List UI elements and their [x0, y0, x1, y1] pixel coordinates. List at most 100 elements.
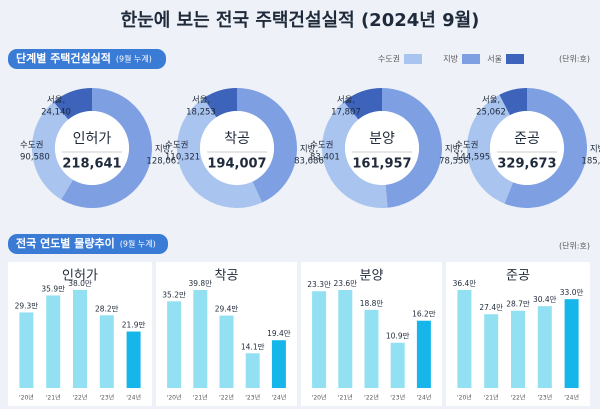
donut-segment — [322, 88, 388, 208]
donut-segment — [499, 88, 527, 116]
donut-segment — [237, 88, 298, 203]
donut-center — [200, 111, 274, 185]
x-tick-label: '20년 — [167, 394, 182, 402]
x-tick-label: '22년 — [219, 394, 234, 402]
donut-title: 분양 — [369, 131, 395, 147]
segment-value: 110,321 — [165, 153, 200, 163]
x-tick-label: '21년 — [338, 394, 353, 402]
x-tick-label: '22년 — [73, 394, 88, 402]
panel-title: 착공 — [215, 269, 239, 284]
segment-value: 128,061 — [146, 157, 181, 167]
segment-name: 서울, — [337, 96, 355, 106]
segment-name: 지방, — [445, 144, 463, 155]
value-label: 38.0만 — [68, 279, 92, 288]
bar — [245, 353, 260, 388]
section-header-bg — [8, 234, 168, 254]
bar — [364, 309, 379, 388]
x-tick-label: '22년 — [511, 394, 526, 402]
segment-value: 24,140 — [41, 108, 71, 118]
x-tick-label: '21년 — [484, 394, 499, 402]
legend-label: 서울 — [487, 55, 502, 64]
bar — [416, 320, 431, 388]
bar — [537, 306, 552, 388]
donut-title: 착공 — [224, 131, 250, 147]
panel-title: 준공 — [506, 269, 530, 284]
x-tick-label: '21년 — [193, 394, 208, 402]
x-tick-label: '24년 — [126, 394, 141, 402]
value-label: 35.2만 — [162, 290, 186, 299]
bar — [46, 295, 61, 388]
bar — [484, 314, 499, 388]
segment-name: 서울, — [192, 96, 210, 106]
segment-value: 185,078 — [581, 157, 600, 167]
segment-name: 지방, — [590, 144, 600, 155]
segment-value: 90,580 — [20, 153, 50, 163]
bar — [19, 312, 34, 388]
unit-label: (단위:호) — [559, 54, 590, 64]
bar — [271, 340, 286, 388]
x-tick-label: '24년 — [271, 394, 286, 402]
value-label: 35.9만 — [41, 284, 65, 293]
value-label: 28.2만 — [95, 304, 119, 313]
legend-swatch — [462, 54, 480, 64]
value-label: 23.3만 — [307, 280, 331, 289]
segment-name: 수도권 — [455, 140, 478, 151]
segment-value: 25,062 — [476, 108, 506, 118]
donut-segment — [61, 88, 153, 208]
donut-segment — [203, 88, 237, 118]
segment-value: 78,556 — [439, 157, 469, 167]
donut-segment — [467, 88, 527, 204]
panel-title: 인허가 — [62, 269, 98, 284]
x-tick-label: '22년 — [364, 394, 379, 402]
x-tick-label: '20년 — [457, 394, 472, 402]
segment-value: 83,686 — [294, 157, 324, 167]
bar — [73, 290, 87, 388]
bar — [99, 315, 114, 388]
segment-name: 수도권 — [310, 140, 333, 151]
x-tick-label: '24년 — [416, 394, 431, 402]
segment-value: 18,253 — [186, 108, 216, 118]
value-label: 33.0만 — [560, 288, 584, 297]
section-subtitle: (9월 누계) — [116, 54, 152, 64]
bar — [126, 331, 141, 388]
x-tick-label: '20년 — [312, 394, 327, 402]
donut-segment — [177, 88, 263, 208]
value-label: 23.6만 — [333, 279, 357, 288]
x-tick-label: '23년 — [99, 394, 114, 402]
value-label: 18.8만 — [360, 299, 384, 308]
donut-center — [490, 111, 564, 185]
legend-label: 수도권 — [378, 54, 400, 64]
value-label: 16.2만 — [412, 310, 436, 319]
page-title: 한눈에 보는 전국 주택건설실적 (2024년 9월) — [121, 10, 480, 31]
donut-segment — [32, 88, 92, 200]
x-tick-label: '23년 — [537, 394, 552, 402]
segment-value: 83,401 — [310, 153, 340, 163]
bar — [167, 301, 182, 388]
section-title: 단계별 주택건설실적 — [16, 51, 111, 65]
donut-total: 218,641 — [62, 157, 121, 172]
donut-segment — [382, 88, 443, 208]
bar — [390, 342, 405, 388]
value-label: 28.7만 — [506, 300, 530, 309]
x-tick-label: '24년 — [564, 394, 579, 402]
section-title: 전국 연도별 물량추이 — [16, 236, 115, 250]
value-label: 29.4만 — [215, 305, 239, 314]
donut-title: 준공 — [514, 131, 540, 147]
segment-name: 지방, — [300, 144, 318, 155]
legend-swatch — [404, 54, 422, 64]
segment-value: 144,595 — [455, 153, 490, 163]
donut-title: 인허가 — [73, 131, 112, 147]
segment-value: 17,807 — [331, 108, 361, 118]
section-header-bg — [8, 49, 166, 69]
bar — [511, 310, 525, 388]
bar — [564, 299, 579, 388]
value-label: 14.1만 — [241, 342, 265, 351]
value-label: 36.4만 — [453, 279, 477, 288]
legend-swatch — [506, 54, 524, 64]
donut-center — [55, 111, 129, 185]
value-label: 29.3만 — [15, 301, 39, 310]
value-label: 27.4만 — [479, 303, 503, 312]
value-label: 39.8만 — [188, 279, 212, 288]
